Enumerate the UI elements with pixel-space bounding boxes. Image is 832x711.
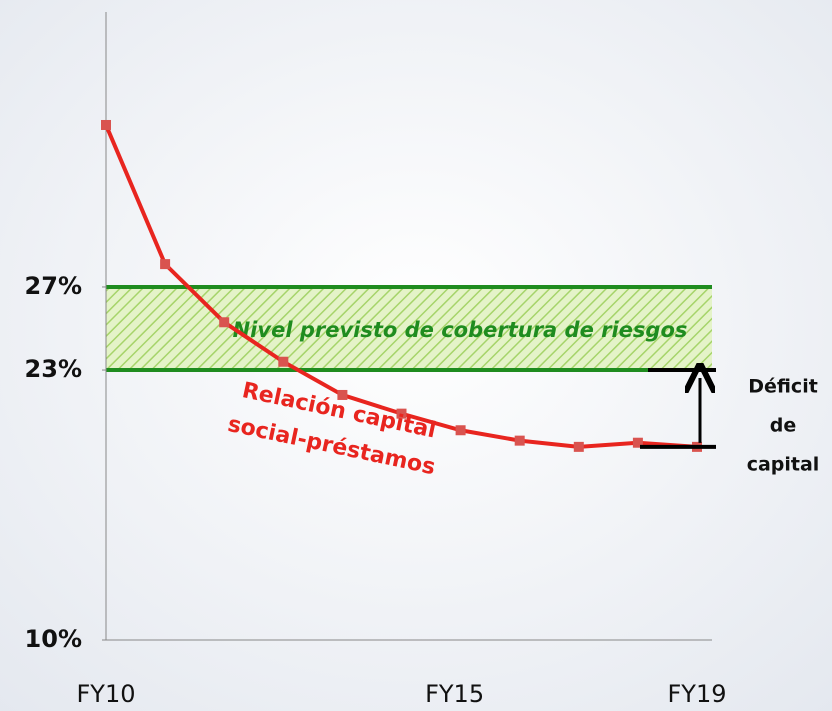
band-label: Nivel previsto de cobertura de riesgos	[233, 318, 688, 342]
data-point	[278, 356, 289, 367]
deficit-label: Déficit	[748, 376, 818, 398]
y-tick-label: 27%	[25, 272, 82, 300]
x-tick-label: FY10	[76, 680, 135, 708]
deficit-label: de	[770, 415, 797, 437]
data-point	[337, 389, 348, 400]
data-point	[160, 259, 171, 270]
data-point	[219, 317, 230, 328]
deficit-label: capital	[747, 454, 820, 476]
data-point	[101, 119, 111, 130]
data-point	[455, 425, 466, 436]
y-tick-label: 10%	[25, 625, 82, 653]
data-point	[514, 435, 525, 446]
target-band	[106, 286, 712, 371]
y-tick-label: 23%	[25, 355, 82, 383]
x-tick-label: FY15	[425, 680, 484, 708]
data-point	[632, 437, 643, 448]
data-point	[396, 408, 407, 419]
x-tick-label: FY19	[667, 680, 726, 708]
data-point	[573, 441, 584, 452]
